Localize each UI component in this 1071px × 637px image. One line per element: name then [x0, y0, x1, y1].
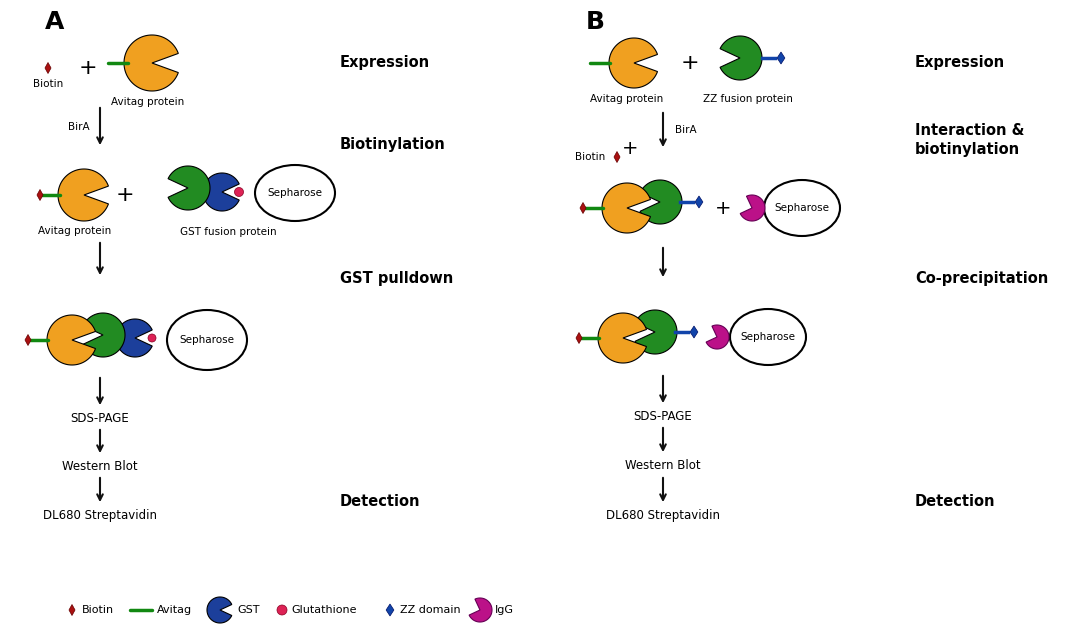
Ellipse shape [764, 180, 840, 236]
Polygon shape [614, 152, 620, 162]
Text: Western Blot: Western Blot [625, 459, 700, 472]
Polygon shape [576, 333, 582, 343]
Text: Biotin: Biotin [575, 152, 605, 162]
Text: Avitag protein: Avitag protein [111, 97, 184, 107]
Text: IgG: IgG [495, 605, 514, 615]
Circle shape [277, 605, 287, 615]
Text: BirA: BirA [69, 122, 90, 132]
Circle shape [235, 187, 243, 196]
PathPatch shape [47, 315, 95, 365]
PathPatch shape [84, 313, 125, 357]
Text: Sepharose: Sepharose [774, 203, 830, 213]
PathPatch shape [720, 36, 761, 80]
Polygon shape [37, 189, 43, 201]
PathPatch shape [740, 195, 765, 221]
Text: GST pulldown: GST pulldown [340, 271, 453, 285]
Polygon shape [387, 604, 394, 616]
Text: Biotin: Biotin [82, 605, 115, 615]
PathPatch shape [203, 173, 239, 211]
Text: GST fusion protein: GST fusion protein [180, 227, 276, 237]
Text: Avitag protein: Avitag protein [39, 226, 111, 236]
Polygon shape [69, 605, 75, 615]
Text: Sepharose: Sepharose [740, 332, 796, 342]
PathPatch shape [602, 183, 650, 233]
Circle shape [148, 334, 156, 342]
PathPatch shape [640, 180, 682, 224]
PathPatch shape [609, 38, 658, 88]
PathPatch shape [58, 169, 108, 221]
Polygon shape [25, 334, 31, 345]
Text: +: + [116, 185, 134, 205]
Text: Expression: Expression [340, 55, 431, 69]
PathPatch shape [124, 35, 178, 91]
Text: ZZ fusion protein: ZZ fusion protein [703, 94, 793, 104]
Text: Detection: Detection [340, 494, 421, 510]
PathPatch shape [706, 325, 729, 349]
PathPatch shape [168, 166, 210, 210]
Ellipse shape [255, 165, 335, 221]
Text: Biotinylation: Biotinylation [340, 138, 446, 152]
Text: SDS-PAGE: SDS-PAGE [634, 410, 692, 423]
Text: Sepharose: Sepharose [180, 335, 235, 345]
PathPatch shape [207, 597, 231, 623]
Text: GST: GST [237, 605, 259, 615]
Text: +: + [78, 58, 97, 78]
Text: +: + [622, 138, 638, 157]
Text: +: + [714, 199, 731, 217]
Ellipse shape [730, 309, 806, 365]
Text: A: A [45, 10, 64, 34]
Polygon shape [778, 52, 785, 64]
Text: SDS-PAGE: SDS-PAGE [71, 412, 130, 425]
PathPatch shape [116, 319, 152, 357]
PathPatch shape [635, 310, 677, 354]
Ellipse shape [167, 310, 247, 370]
Text: B: B [586, 10, 604, 34]
Text: Glutathione: Glutathione [291, 605, 357, 615]
Polygon shape [690, 326, 698, 338]
PathPatch shape [469, 598, 492, 622]
Text: Detection: Detection [915, 494, 996, 510]
Text: Avitag: Avitag [157, 605, 192, 615]
Text: +: + [681, 53, 699, 73]
Text: Biotin: Biotin [33, 79, 63, 89]
Text: DL680 Streptavidin: DL680 Streptavidin [606, 509, 720, 522]
Text: BirA: BirA [675, 125, 696, 135]
Text: Expression: Expression [915, 55, 1005, 69]
Text: DL680 Streptavidin: DL680 Streptavidin [43, 509, 157, 522]
Text: Sepharose: Sepharose [268, 188, 322, 198]
Text: ZZ domain: ZZ domain [399, 605, 461, 615]
Polygon shape [695, 196, 703, 208]
PathPatch shape [598, 313, 647, 363]
Text: Avitag protein: Avitag protein [590, 94, 664, 104]
Text: Co-precipitation: Co-precipitation [915, 271, 1049, 285]
Polygon shape [45, 62, 51, 73]
Text: Interaction &
biotinylation: Interaction & biotinylation [915, 122, 1024, 157]
Text: Western Blot: Western Blot [62, 460, 138, 473]
Polygon shape [580, 203, 586, 213]
